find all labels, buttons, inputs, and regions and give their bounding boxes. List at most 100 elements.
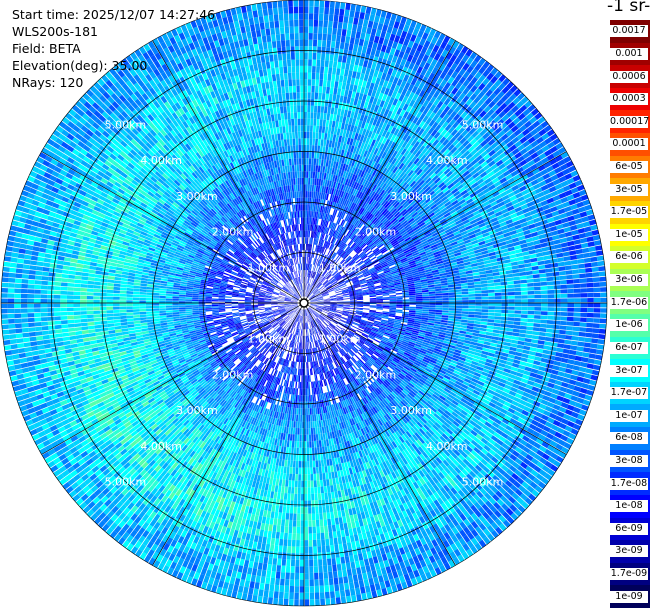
- data-gate: [367, 130, 373, 138]
- data-gate: [573, 307, 581, 312]
- data-gate: [329, 258, 334, 265]
- data-gate: [415, 306, 423, 309]
- data-gate: [383, 184, 389, 191]
- data-gate: [566, 279, 574, 284]
- data-gate: [347, 193, 352, 201]
- data-gate: [579, 273, 587, 279]
- data-gate: [474, 287, 482, 291]
- data-gate: [342, 244, 348, 251]
- data-gate: [375, 63, 381, 71]
- data-gate: [474, 312, 482, 315]
- data-gate: [584, 262, 592, 268]
- data-gate: [361, 66, 367, 74]
- data-gate: [521, 295, 528, 299]
- ppi-gates: [1, 0, 607, 606]
- data-gate: [454, 321, 461, 325]
- data-gate: [304, 256, 306, 264]
- data-gate: [313, 19, 319, 27]
- data-gate: [322, 146, 326, 153]
- data-gate: [369, 14, 375, 22]
- data-gate: [323, 248, 327, 255]
- data-gate: [394, 35, 401, 43]
- data-gate: [393, 21, 400, 29]
- data-gate: [428, 311, 436, 315]
- data-gate: [416, 111, 423, 119]
- data-gate: [411, 131, 418, 139]
- data-gate: [308, 39, 313, 47]
- data-gate: [596, 255, 604, 261]
- data-gate: [428, 313, 436, 317]
- data-gate: [540, 286, 548, 290]
- data-gate: [324, 220, 328, 227]
- data-gate: [308, 177, 311, 185]
- data-gate: [581, 382, 589, 389]
- data-gate: [441, 317, 449, 321]
- data-gate: [593, 313, 601, 318]
- data-gate: [372, 169, 378, 177]
- data-gate: [534, 356, 542, 362]
- data-gate: [304, 283, 305, 290]
- data-gate: [448, 308, 456, 311]
- data-gate: [521, 291, 528, 295]
- data-gate: [377, 106, 383, 114]
- data-gate: [361, 107, 367, 115]
- data-gate: [429, 305, 436, 308]
- data-gate: [310, 98, 315, 106]
- data-gate: [447, 284, 455, 288]
- data-gate: [360, 200, 365, 207]
- data-gate: [326, 265, 331, 271]
- data-gate: [325, 159, 329, 167]
- data-gate: [567, 240, 575, 247]
- data-gate: [547, 245, 556, 251]
- data-gate: [310, 112, 314, 119]
- data-gate: [360, 216, 366, 223]
- data-gate: [315, 238, 318, 245]
- data-gate: [454, 286, 462, 290]
- data-gate: [348, 131, 353, 139]
- data-gate: [426, 94, 433, 102]
- data-gate: [319, 268, 324, 275]
- data-gate: [335, 41, 340, 49]
- data-gate: [311, 72, 316, 80]
- data-gate: [396, 161, 402, 168]
- data-gate: [545, 332, 553, 338]
- data-gate: [314, 280, 318, 287]
- data-gate: [335, 161, 339, 169]
- data-gate: [308, 270, 311, 278]
- data-gate: [310, 300, 317, 303]
- data-gate: [336, 240, 342, 247]
- data-gate: [387, 125, 394, 133]
- data-gate: [307, 125, 310, 132]
- data-gate: [305, 290, 308, 297]
- data-gate: [487, 315, 495, 320]
- data-gate: [379, 16, 385, 25]
- data-gate: [354, 197, 360, 204]
- data-gate: [386, 154, 392, 162]
- data-gate: [491, 336, 499, 341]
- data-gate: [335, 94, 341, 102]
- data-gate: [405, 89, 412, 98]
- data-gate: [505, 334, 513, 340]
- data-gate: [512, 332, 520, 337]
- data-gate: [343, 236, 348, 243]
- data-gate: [318, 26, 323, 34]
- data-gate: [351, 91, 357, 99]
- data-gate: [344, 221, 349, 228]
- data-gate: [375, 195, 382, 202]
- data-gate: [365, 67, 371, 75]
- data-gate: [462, 303, 469, 306]
- data-gate: [307, 283, 310, 291]
- data-gate: [343, 303, 351, 305]
- data-gate: [348, 158, 353, 166]
- data-gate: [360, 170, 365, 178]
- data-gate: [310, 217, 313, 225]
- data-gate: [355, 168, 361, 176]
- data-gate: [345, 215, 351, 222]
- data-gate: [519, 325, 527, 330]
- data-gate: [307, 224, 310, 231]
- data-gate: [307, 292, 312, 298]
- data-gate: [350, 303, 357, 305]
- data-gate: [314, 171, 318, 179]
- data-gate: [331, 140, 335, 148]
- data-gate: [333, 87, 338, 95]
